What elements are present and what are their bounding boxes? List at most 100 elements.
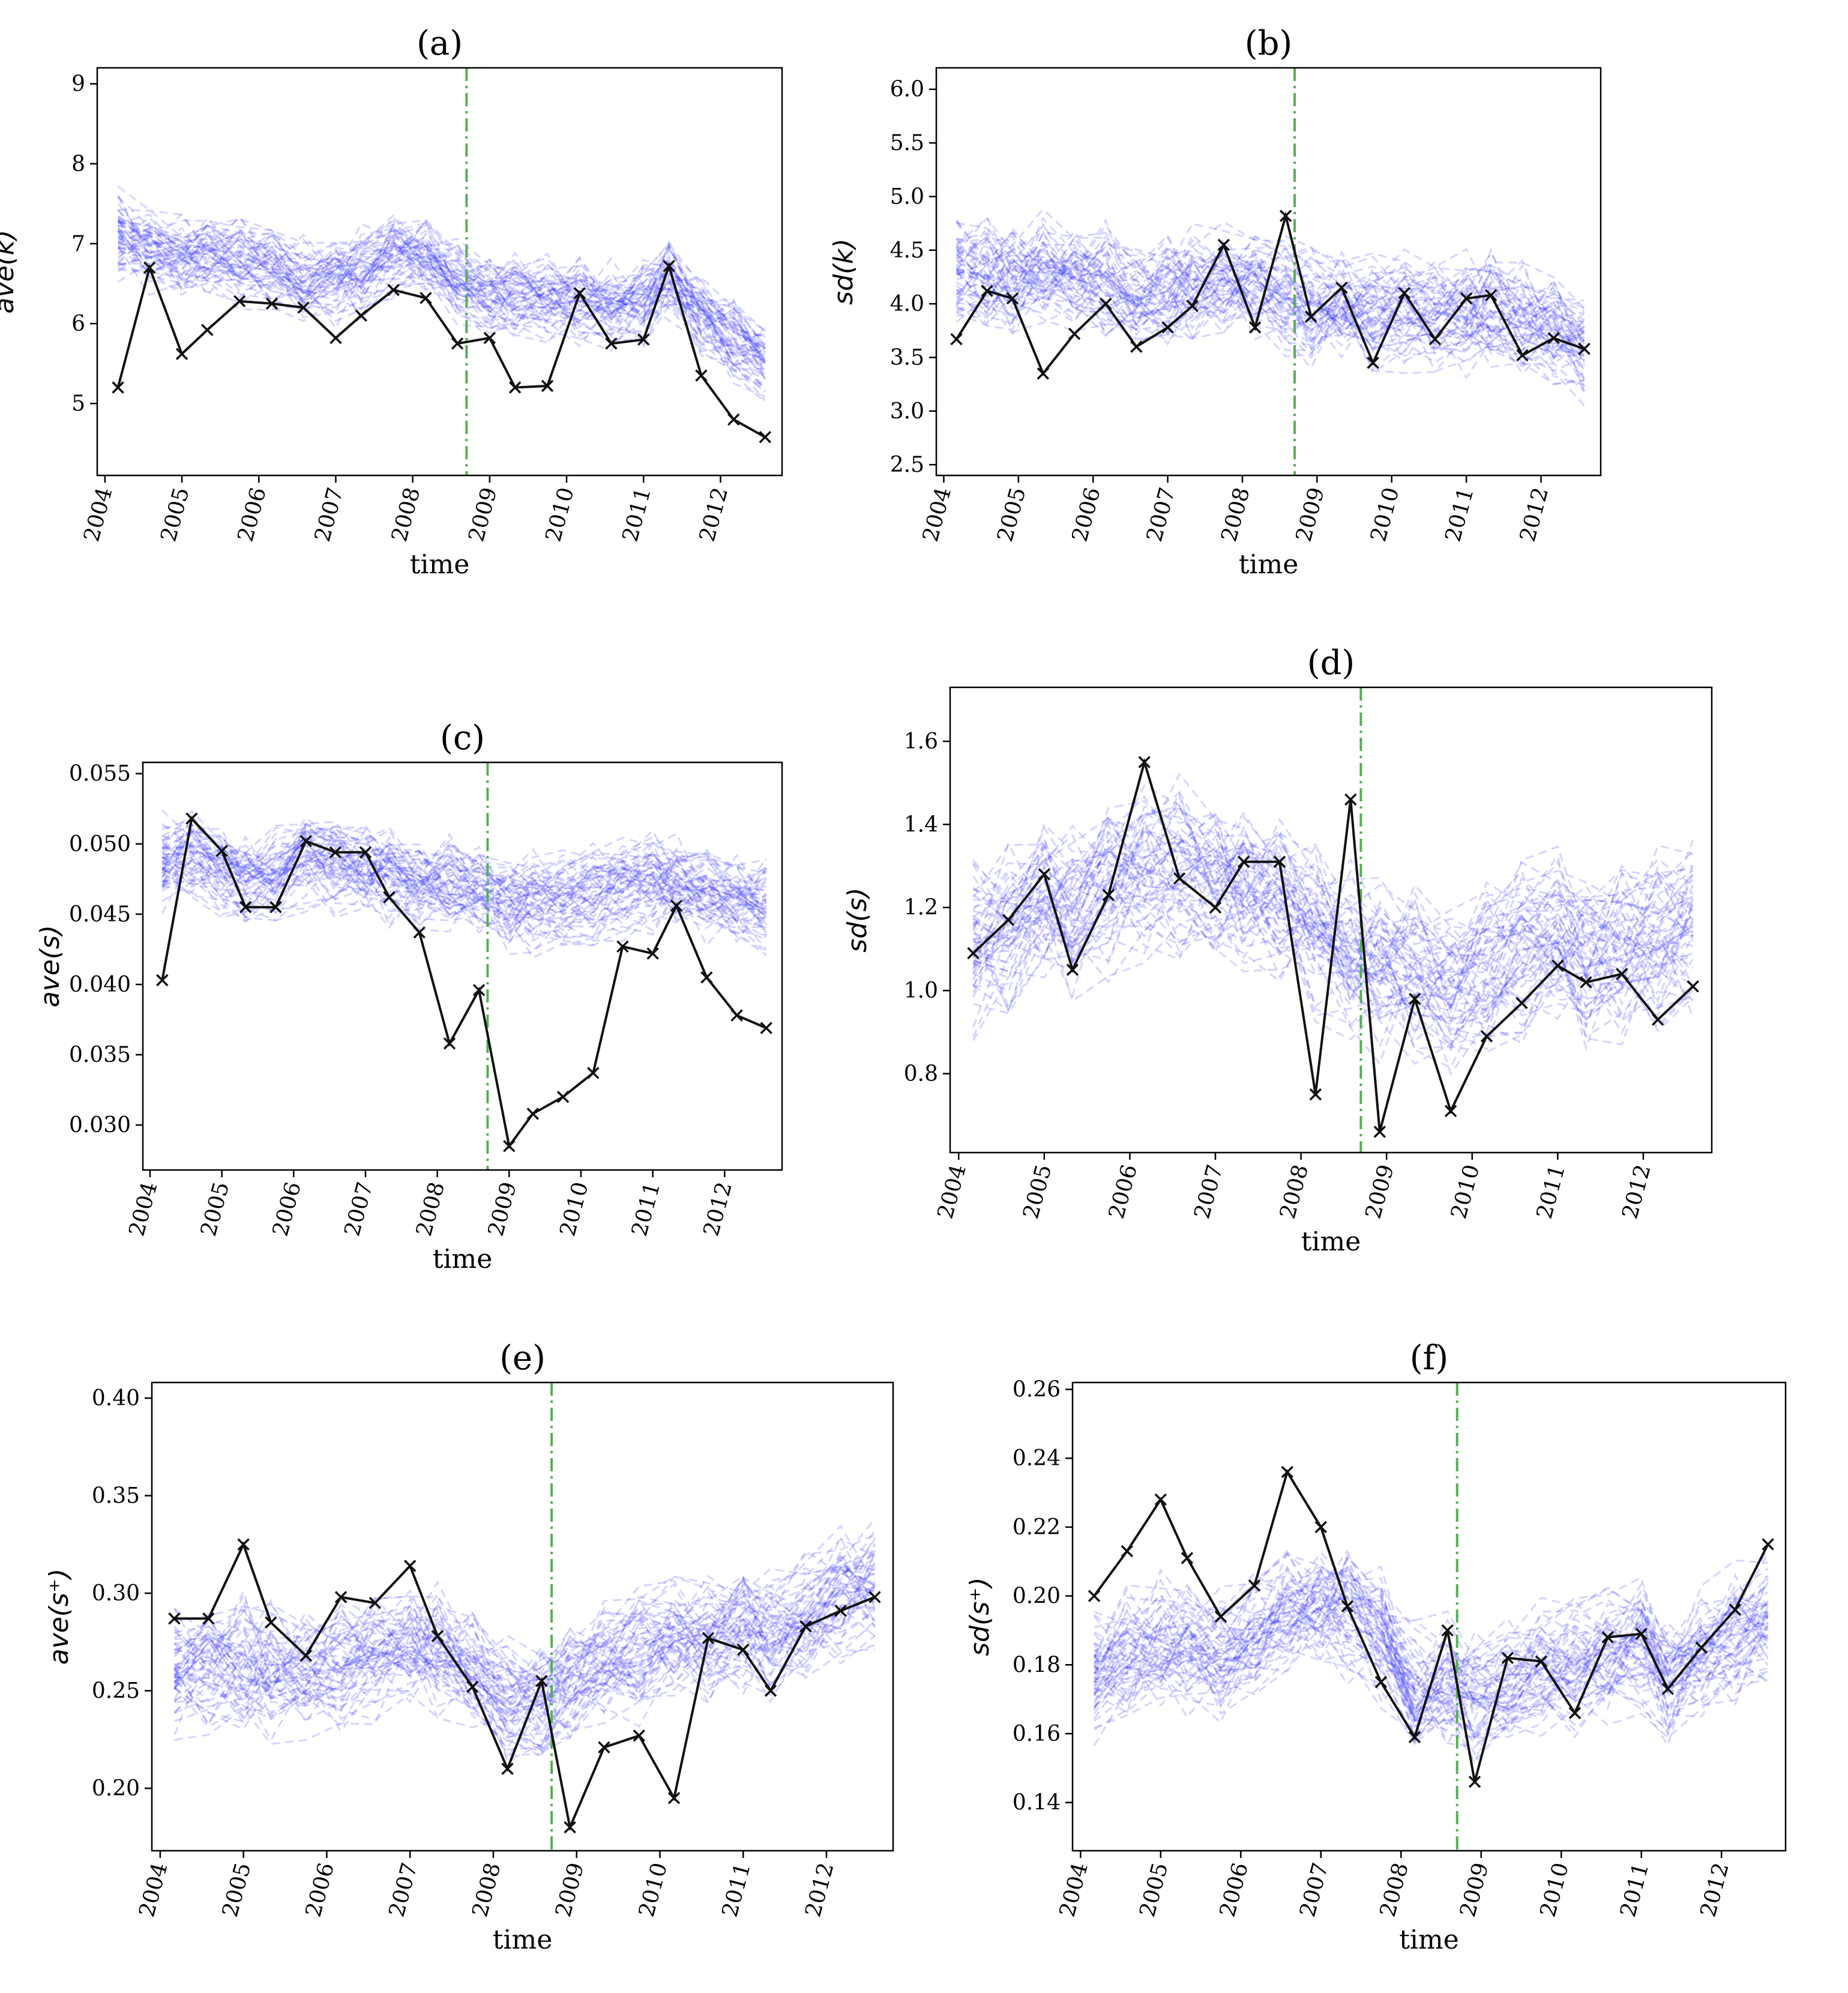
null-model-series xyxy=(1093,1565,1769,1744)
observed-point xyxy=(587,1067,600,1079)
null-model-series xyxy=(161,830,767,929)
null-model-series xyxy=(1094,1568,1769,1739)
null-model-series xyxy=(956,266,1585,358)
null-model-series xyxy=(972,784,1694,979)
observed-point xyxy=(1066,963,1079,976)
null-model-series xyxy=(117,217,766,332)
null-model-series xyxy=(1094,1594,1769,1756)
x-tick-label: 2006 xyxy=(1104,1162,1142,1222)
null-model-series xyxy=(117,247,766,391)
observed-point xyxy=(1102,888,1115,902)
null-model-series xyxy=(1094,1551,1769,1705)
y-tick-label: 4.0 xyxy=(890,292,924,316)
null-model-series xyxy=(118,260,766,357)
null-model-series xyxy=(173,1537,876,1697)
null-model-series xyxy=(173,1564,876,1705)
y-tick-label: 9 xyxy=(71,72,85,97)
null-model-series xyxy=(117,221,766,390)
null-model-series xyxy=(117,251,766,393)
null-model-series xyxy=(956,243,1585,351)
null-model-series xyxy=(117,230,766,381)
y-tick-label: 0.35 xyxy=(92,1484,140,1509)
null-model-series xyxy=(956,217,1585,361)
observed-point xyxy=(950,333,963,346)
null-model-series xyxy=(1094,1593,1769,1729)
observed-point xyxy=(355,309,367,322)
null-model-series xyxy=(162,828,766,908)
observed-point xyxy=(383,891,396,904)
null-model-series xyxy=(174,1551,876,1710)
observed-point xyxy=(269,900,282,914)
null-model-series xyxy=(173,1558,876,1719)
observed-point xyxy=(556,1091,570,1103)
null-model-series xyxy=(956,265,1585,406)
null-model-series xyxy=(972,823,1694,1007)
observed-point xyxy=(1547,332,1560,345)
x-tick-label: 2010 xyxy=(1536,1860,1574,1920)
y-tick-label: 5 xyxy=(71,391,85,416)
x-tick-label: 2009 xyxy=(551,1860,589,1920)
y-tick-label: 0.18 xyxy=(1013,1653,1061,1677)
y-tick-label: 1.4 xyxy=(904,812,938,837)
observed-point xyxy=(646,947,659,960)
observed-point xyxy=(764,1684,777,1697)
null-model-series xyxy=(161,826,767,922)
y-tick-label: 0.25 xyxy=(92,1679,140,1704)
null-model-series xyxy=(173,1562,876,1727)
null-model-series xyxy=(118,221,766,379)
null-model-series xyxy=(173,1550,876,1689)
null-model-series xyxy=(1094,1581,1769,1735)
null-model-series xyxy=(173,1588,875,1726)
observed-point xyxy=(503,1139,516,1153)
observed-point xyxy=(265,297,278,310)
null-model-series xyxy=(956,231,1585,345)
null-model-series xyxy=(956,248,1585,372)
x-tick-label: 2011 xyxy=(718,1860,756,1920)
observed-series-line xyxy=(1093,1469,1769,1782)
x-tick-label: 2006 xyxy=(301,1860,339,1920)
observed-point xyxy=(967,947,980,960)
observed-point xyxy=(1006,292,1019,305)
y-axis-label: ave(s) xyxy=(35,925,65,1007)
null-model-series xyxy=(1093,1549,1769,1705)
x-tick-label: 2011 xyxy=(1616,1860,1654,1920)
observed-point xyxy=(143,261,156,274)
observed-point xyxy=(451,337,464,350)
null-model-series xyxy=(972,866,1694,1043)
observed-point xyxy=(185,812,198,825)
null-model-series xyxy=(972,828,1694,1019)
observed-point xyxy=(637,333,650,346)
null-model-series xyxy=(1094,1584,1769,1720)
null-model-series xyxy=(973,813,1694,1012)
null-model-series xyxy=(117,229,765,348)
null-model-series xyxy=(1093,1552,1769,1690)
y-tick-label: 0.30 xyxy=(92,1581,140,1606)
y-tick-label: 3.5 xyxy=(890,345,924,370)
y-tick-label: 0.045 xyxy=(69,902,131,927)
null-model-series xyxy=(956,268,1585,368)
null-model-series xyxy=(173,1554,876,1699)
null-model-series xyxy=(972,864,1694,1021)
null-model-series xyxy=(161,813,767,919)
null-model-series xyxy=(161,825,767,917)
null-model-series xyxy=(956,272,1585,385)
observed-point xyxy=(1441,1624,1454,1637)
null-model-series xyxy=(117,196,766,340)
observed-point xyxy=(541,379,554,393)
observed-point xyxy=(1335,282,1348,294)
null-model-series xyxy=(173,1566,876,1704)
null-model-series xyxy=(161,853,767,935)
null-model-series xyxy=(972,899,1694,1051)
chart-title: (a) xyxy=(417,24,463,63)
null-model-series xyxy=(161,822,768,926)
y-tick-label: 6.0 xyxy=(890,77,924,102)
observed-point xyxy=(1344,793,1357,806)
null-model-series xyxy=(972,790,1694,992)
null-model-series xyxy=(972,772,1694,1009)
null-model-series xyxy=(174,1569,876,1710)
observed-point xyxy=(616,940,629,953)
y-tick-label: 0.040 xyxy=(69,972,131,997)
x-tick-label: 2008 xyxy=(412,1180,450,1239)
null-model-series xyxy=(1093,1549,1769,1669)
x-tick-label: 2007 xyxy=(1142,485,1180,544)
